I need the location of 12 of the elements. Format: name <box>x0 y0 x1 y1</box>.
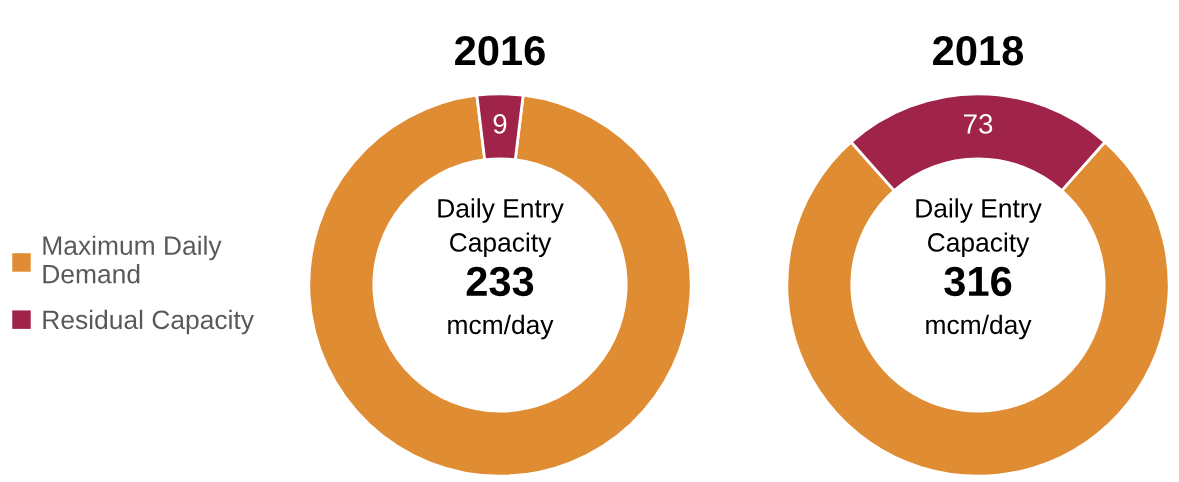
text: Daily Entry Capacity <box>438 198 564 258</box>
legend-label: Maximum Daily Demand <box>43 235 222 284</box>
chart-title: 2018 <box>933 35 1024 66</box>
data-label: 73 <box>963 114 993 134</box>
text: Daily Entry Capacity <box>916 198 1042 258</box>
chart-title: 2016 <box>455 35 545 66</box>
text: 316 <box>944 266 1012 297</box>
text: mcm/day <box>448 314 554 340</box>
text: mcm/day <box>926 314 1032 340</box>
legend-label: Residual Capacity <box>43 309 254 335</box>
text: 233 <box>466 266 534 297</box>
data-label: 9 <box>493 114 507 134</box>
